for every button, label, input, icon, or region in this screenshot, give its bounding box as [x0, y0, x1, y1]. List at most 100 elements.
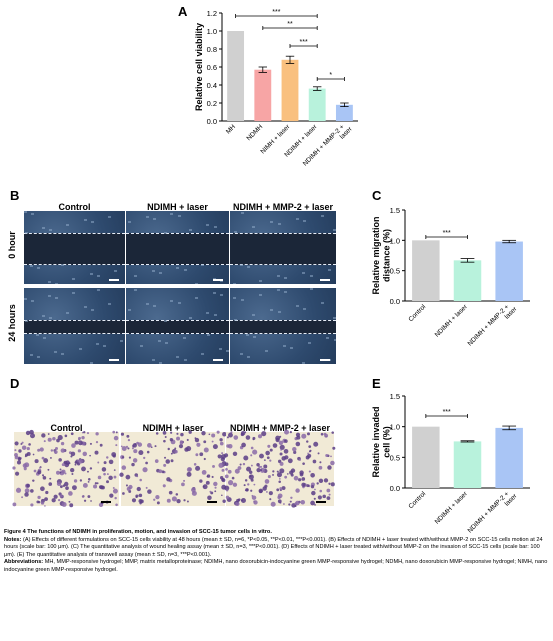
- undefined-y-axis-label: Relative cell viability: [194, 23, 204, 111]
- cell-speckle: [195, 297, 198, 300]
- scratch-gap: [230, 320, 336, 334]
- undefined-category-label: NDMH: [245, 123, 264, 142]
- cell-speckle: [206, 311, 210, 314]
- cell-speckle: [31, 213, 35, 216]
- cell-speckle: [152, 305, 156, 308]
- cell-speckle: [239, 353, 243, 356]
- cell-speckle: [165, 341, 169, 344]
- scratch-gap: [230, 233, 336, 265]
- cell-speckle: [90, 308, 94, 311]
- cell-speckle: [253, 335, 257, 338]
- undefined-sig-label: ***: [272, 9, 280, 16]
- cell-speckle: [25, 232, 28, 235]
- wound-image: [24, 211, 125, 284]
- undefined-sig-label: *: [329, 72, 332, 79]
- cell-speckle: [213, 313, 217, 316]
- caption-title: Figure 4 The functions of NDIMH in proli…: [4, 529, 272, 535]
- cell-speckle: [43, 336, 47, 339]
- undefined-bar: [227, 31, 245, 121]
- cell-speckle: [321, 215, 325, 218]
- undefined-sig-label: ***: [300, 39, 308, 46]
- undefined-bar: [308, 88, 326, 121]
- cell-speckle: [252, 226, 256, 229]
- cell-speckle: [176, 356, 180, 359]
- cell-speckle: [54, 351, 58, 354]
- scale-bar: [213, 359, 223, 361]
- cell-speckle: [188, 229, 192, 232]
- panel-d-col-label-ndimh-laser: NDIMH + laser: [142, 423, 204, 433]
- cell-speckle: [233, 283, 237, 284]
- cell-speckle: [245, 333, 249, 336]
- panel-d-col-label-ndimh-mmp2-laser: NDIMH + MMP-2 + laser: [229, 423, 331, 433]
- cell-speckle: [188, 316, 192, 319]
- undefined-category-label: MH: [225, 123, 237, 135]
- panel-letter-d: D: [10, 376, 20, 391]
- undefined-y-tick-label: 0.6: [207, 63, 217, 72]
- cell-speckle: [61, 264, 65, 267]
- cell-speckle: [30, 265, 34, 268]
- caption-notes-label: Notes:: [4, 536, 22, 543]
- panel-b-row-label-24h: 24 hours: [7, 304, 17, 342]
- cell-speckle: [303, 307, 307, 310]
- cell-speckle: [170, 300, 174, 303]
- cell-speckle: [107, 216, 111, 219]
- panel-b-col-label-ndimh-mmp2-laser: NDIMH + MMP-2 + laser: [232, 202, 334, 212]
- cell-speckle: [302, 272, 306, 275]
- cell-speckle: [201, 353, 205, 356]
- cell-speckle: [140, 345, 144, 347]
- cell-speckle: [96, 275, 100, 278]
- cell-speckle: [233, 297, 237, 300]
- scale-bar: [109, 359, 119, 361]
- panel-letter-e: E: [372, 376, 381, 391]
- caption-notes: (A) Effects of different formulations on…: [4, 536, 543, 558]
- cell-speckle: [102, 345, 106, 347]
- cell-speckle: [326, 336, 330, 339]
- cell-speckle: [83, 219, 87, 222]
- cell-speckle: [258, 294, 262, 297]
- wound-image: [230, 211, 336, 284]
- cell-speckle: [157, 339, 161, 342]
- cell-speckle: [284, 291, 288, 294]
- cell-speckle: [61, 353, 65, 356]
- cell-speckle: [72, 278, 76, 281]
- cell-speckle: [107, 303, 111, 306]
- cell-speckle: [96, 288, 100, 291]
- cell-speckle: [309, 274, 313, 277]
- wound-image: [24, 288, 125, 364]
- cell-speckle: [24, 211, 27, 213]
- scratch-gap: [24, 233, 125, 265]
- cell-speckle: [246, 266, 250, 269]
- cell-speckle: [240, 299, 244, 302]
- undefined-y-tick-label: 1.2: [207, 9, 217, 18]
- cell-speckle: [277, 310, 281, 313]
- cell-speckle: [36, 334, 40, 337]
- cell-speckle: [145, 303, 149, 306]
- cell-speckle: [128, 221, 132, 224]
- cell-speckle: [37, 267, 41, 270]
- cell-speckle: [66, 224, 70, 227]
- wound-image: [126, 211, 229, 284]
- cell-speckle: [113, 270, 117, 273]
- cell-speckle: [219, 280, 223, 283]
- cell-speckle: [239, 264, 243, 267]
- cell-speckle: [95, 342, 99, 345]
- cell-speckle: [164, 319, 168, 322]
- cell-speckle: [195, 283, 198, 284]
- cell-speckle: [234, 319, 238, 322]
- cell-speckle: [290, 347, 294, 350]
- cell-speckle: [30, 354, 34, 357]
- cell-speckle: [83, 306, 87, 309]
- cell-speckle: [284, 277, 288, 280]
- undefined-bar: [281, 59, 299, 121]
- cell-speckle: [89, 362, 93, 364]
- cell-speckle: [78, 348, 82, 351]
- cell-speckle: [177, 215, 181, 218]
- cell-speckle: [164, 232, 168, 235]
- cell-speckle: [90, 221, 94, 224]
- cell-speckle: [152, 218, 156, 221]
- cell-speckle: [42, 227, 46, 230]
- cell-speckle: [332, 229, 336, 232]
- cell-speckle: [49, 229, 53, 232]
- cell-speckle: [252, 313, 256, 316]
